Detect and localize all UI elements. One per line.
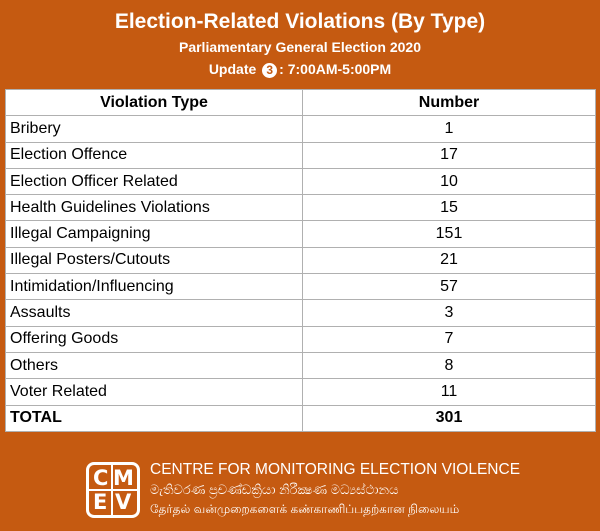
violation-type-cell: Intimidation/Influencing	[5, 273, 303, 301]
violation-number-cell: 15	[302, 194, 596, 222]
column-header-number: Number	[302, 88, 596, 117]
logo-letter-v: V	[115, 490, 132, 514]
table-row: Bribery 1	[5, 115, 596, 143]
update-label: Update	[208, 61, 257, 77]
logo-letter-e: E	[93, 490, 108, 514]
violation-number-cell: 7	[302, 325, 596, 353]
table-row: Others 8	[5, 351, 596, 380]
violation-number-cell: 17	[302, 141, 596, 169]
table-row: Offering Goods 7	[5, 325, 596, 353]
org-name-tamil: தேர்தல் வன்முறைகளைக் கண்காணிப்பதற்கான நி…	[150, 502, 460, 516]
violation-type-cell: Illegal Posters/Cutouts	[5, 246, 303, 275]
table-row: Illegal Campaigning 151	[5, 220, 596, 248]
update-number-badge: 3	[262, 63, 278, 78]
table-row: Illegal Posters/Cutouts 21	[5, 246, 596, 275]
org-name-sinhala: මැතිවරණ ප්‍රචණ්ඩක්‍රියා නිරීක්‍ෂණ මධ්‍යස…	[150, 482, 399, 497]
violation-number-cell: 21	[302, 246, 596, 275]
update-time: : 7:00AM-5:00PM	[279, 61, 392, 77]
violation-number-cell: 151	[302, 220, 596, 248]
violation-type-cell: Voter Related	[5, 378, 303, 406]
total-row: TOTAL 301	[5, 404, 596, 432]
violation-type-cell: Offering Goods	[5, 325, 303, 353]
violation-type-cell: Others	[5, 351, 303, 380]
report-title: Election-Related Violations (By Type)	[114, 10, 486, 33]
violation-number-cell: 8	[302, 351, 596, 380]
logo-divider-vertical	[111, 465, 113, 515]
violation-number-cell: 10	[302, 167, 596, 196]
table-row: Assaults 3	[5, 299, 596, 327]
violations-table: Violation Type Number Bribery 1 Election …	[5, 88, 596, 432]
table-row: Voter Related 11	[5, 378, 596, 406]
violation-number-cell: 3	[302, 299, 596, 327]
violation-type-cell: Illegal Campaigning	[5, 220, 303, 248]
table-row: Intimidation/Influencing 57	[5, 273, 596, 301]
org-name-english: CENTRE FOR MONITORING ELECTION VIOLENCE	[150, 461, 521, 478]
violation-type-cell: Election Offence	[5, 141, 303, 169]
table-row: Health Guidelines Violations 15	[5, 194, 596, 222]
logo-divider-horizontal	[89, 489, 137, 491]
violation-type-cell: Election Officer Related	[5, 167, 303, 196]
violation-type-cell: Assaults	[5, 299, 303, 327]
report-subtitle: Parliamentary General Election 2020	[178, 39, 421, 55]
table-row: Election Offence 17	[5, 141, 596, 169]
violation-type-cell: Bribery	[5, 115, 303, 143]
footer: C M E V CENTRE FOR MONITORING ELECTION V…	[0, 458, 600, 528]
violation-type-cell: Health Guidelines Violations	[5, 194, 303, 222]
violation-number-cell: 1	[302, 115, 596, 143]
column-header-violation-type: Violation Type	[5, 88, 303, 117]
total-number-cell: 301	[302, 404, 596, 432]
update-line: Update 3: 7:00AM-5:00PM	[0, 61, 600, 78]
violation-number-cell: 57	[302, 273, 596, 301]
logo-letter-m: M	[113, 466, 134, 490]
table-header-row: Violation Type Number	[5, 88, 596, 117]
violation-number-cell: 11	[302, 378, 596, 406]
table-row: Election Officer Related 10	[5, 167, 596, 196]
logo-letter-c: C	[93, 466, 109, 490]
cmev-logo: C M E V	[86, 462, 140, 518]
total-label-cell: TOTAL	[5, 404, 303, 432]
